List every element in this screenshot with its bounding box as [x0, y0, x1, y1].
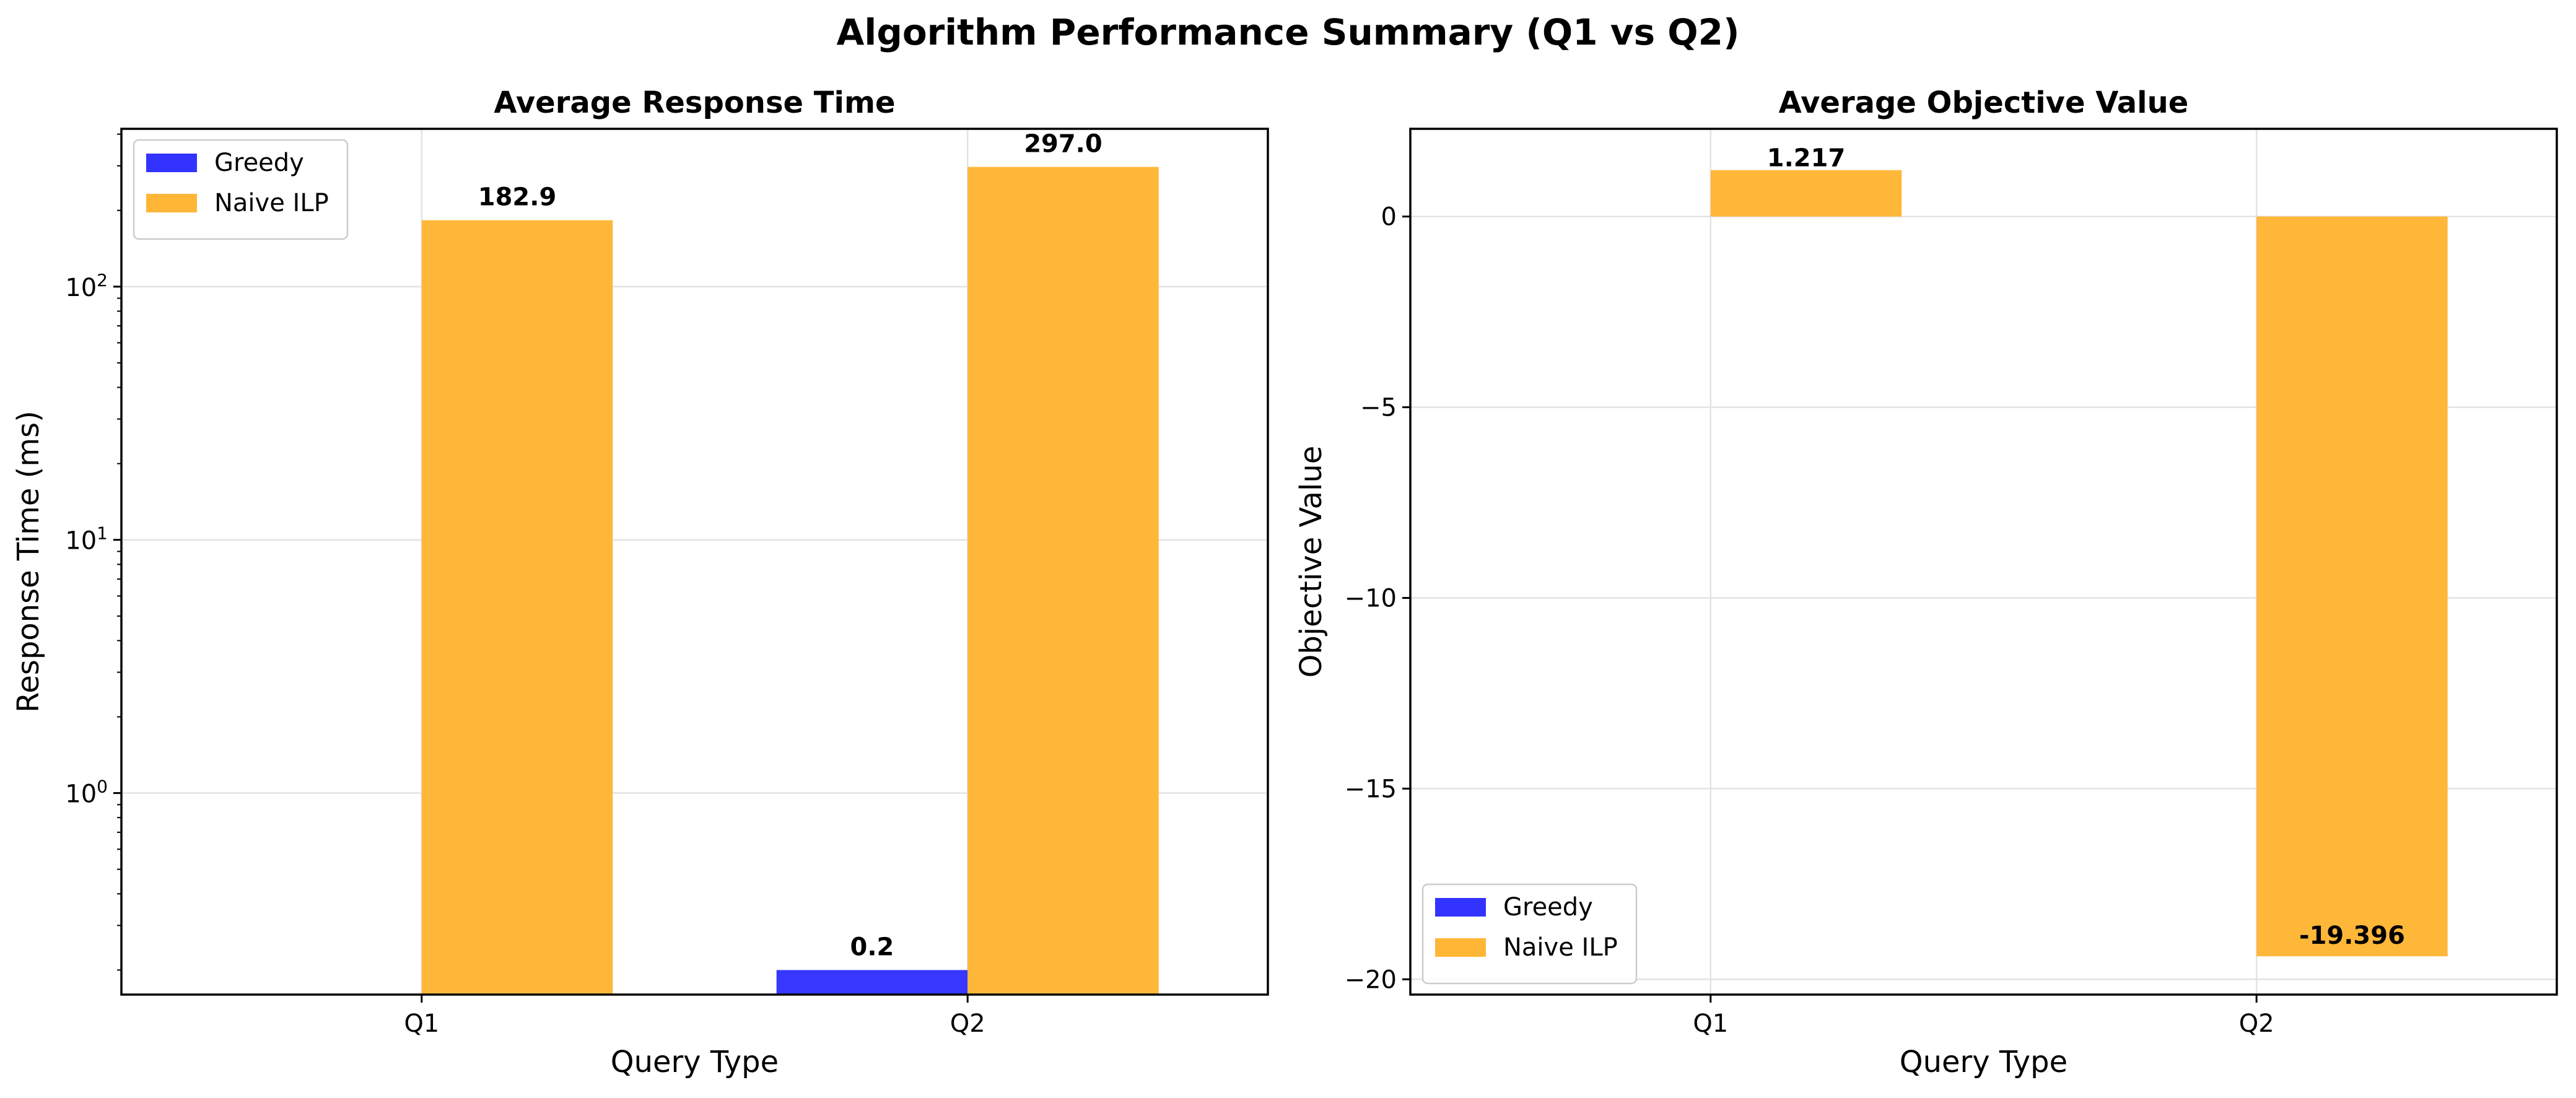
bar-naive-ilp-q2	[967, 167, 1159, 995]
x-axis-label: Query Type	[1900, 1045, 2067, 1079]
bar-naive-ilp-q1	[421, 220, 613, 995]
bar-greedy-q2	[776, 970, 968, 995]
legend-label: Naive ILP	[214, 189, 329, 217]
y-axis-label: Objective Value	[1294, 446, 1329, 678]
y-tick-label: 100	[65, 777, 108, 809]
legend: Greedy Naive ILP	[133, 139, 349, 240]
panel-title: Average Objective Value	[1779, 85, 2189, 120]
y-tick-label: 101	[65, 523, 108, 556]
panel-1: 0.2 182.9 297.0 Q1 Q2 100 101 102 Average Respon…	[11, 85, 1269, 1079]
y-tick-label: 102	[65, 270, 108, 302]
y-tick-label: −5	[1360, 394, 1397, 422]
y-axis-label: Response Time (ms)	[11, 411, 46, 713]
figure-title: Algorithm Performance Summary (Q1 vs Q2)	[836, 11, 1740, 53]
legend: Greedy Naive ILP	[1421, 883, 1638, 985]
bar-value-label: 0.2	[850, 933, 894, 961]
panel-title: Average Response Time	[494, 85, 895, 120]
x-tick-label: Q2	[2239, 1009, 2274, 1038]
x-tick-label: Q1	[1693, 1009, 1728, 1038]
legend-label: Naive ILP	[1503, 933, 1618, 962]
legend-swatch-greedy	[146, 154, 197, 172]
x-tick-label: Q2	[950, 1009, 985, 1038]
y-tick-label: 0	[1381, 203, 1397, 232]
axes-frame	[1409, 128, 2558, 996]
legend-swatch-naive-ilp	[146, 194, 197, 212]
legend-swatch-naive-ilp	[1435, 938, 1486, 957]
panel-2: 1.217 -19.396 Q1 Q2 0 −5 −10 −15 −20 Average Obje…	[1294, 85, 2558, 1079]
bar-naive-ilp-q2	[2256, 216, 2448, 957]
y-tick-label: −15	[1345, 775, 1397, 803]
y-tick-label: −20	[1345, 965, 1397, 994]
bar-value-label: 297.0	[1024, 130, 1102, 159]
bar-value-label: 182.9	[478, 183, 557, 212]
x-axis-label: Query Type	[611, 1045, 779, 1079]
legend-label: Greedy	[214, 149, 304, 177]
x-tick-label: Q1	[404, 1009, 439, 1038]
legend-swatch-greedy	[1435, 898, 1486, 917]
axes-frame	[120, 128, 1269, 996]
bar-value-label: 1.217	[1767, 144, 1846, 173]
bar-value-label: -19.396	[2299, 922, 2405, 950]
bar-naive-ilp-q1	[1710, 170, 1902, 217]
legend-label: Greedy	[1503, 893, 1593, 922]
y-tick-label: −10	[1345, 585, 1397, 613]
